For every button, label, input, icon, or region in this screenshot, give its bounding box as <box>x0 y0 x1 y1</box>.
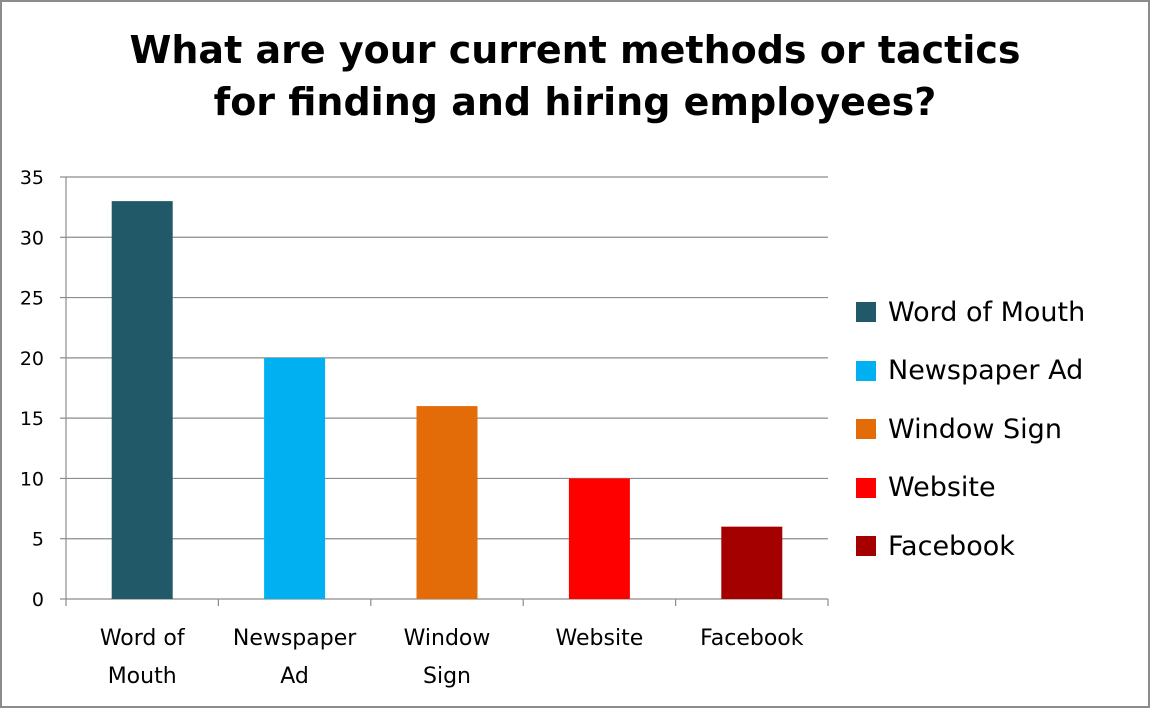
axis-labels: 0 5 10 15 20 25 30 35 Word of Mouth Newspaper Ad Win… <box>20 167 804 689</box>
y-tick-label: 0 <box>32 589 44 611</box>
x-category-label: Newspaper Ad <box>233 626 357 689</box>
legend-item: Window Sign <box>856 409 1085 449</box>
legend-label: Window Sign <box>888 413 1062 445</box>
bar <box>721 526 783 599</box>
bar <box>264 357 326 599</box>
legend-swatch <box>856 477 876 498</box>
y-tick-label: 5 <box>32 529 44 551</box>
bar <box>568 478 630 599</box>
legend-swatch <box>856 536 876 556</box>
x-category-label: Facebook <box>700 626 804 651</box>
y-tick-label: 25 <box>20 288 44 310</box>
legend-swatch <box>856 419 876 439</box>
legend-label: Facebook <box>888 530 1015 562</box>
x-category-label: Website <box>556 626 644 651</box>
legend: Word of Mouth Newspaper Ad Window Sign Webs… <box>856 292 1085 585</box>
bar <box>416 406 478 599</box>
y-tick-label: 20 <box>20 348 44 370</box>
legend-label: Newspaper Ad <box>888 355 1084 386</box>
y-tick-label: 10 <box>20 468 44 490</box>
x-category-label: Word of Mouth <box>100 626 186 689</box>
chart-title: What are your current methods or tactics… <box>0 24 1150 128</box>
bars <box>111 201 783 599</box>
legend-swatch <box>856 302 876 322</box>
x-category-label: Window Sign <box>404 626 491 689</box>
legend-item: Website <box>856 468 1085 508</box>
legend-label: Website <box>888 472 996 503</box>
y-tick-label: 30 <box>20 227 44 249</box>
chart-title-line-2: for finding and hiring employees? <box>213 80 937 124</box>
legend-item: Facebook <box>856 526 1085 566</box>
bar <box>111 201 173 599</box>
chart-title-line-1: What are your current methods or tactics <box>129 28 1021 72</box>
legend-swatch <box>856 360 876 381</box>
legend-label: Word of Mouth <box>888 296 1086 328</box>
y-tick-label: 15 <box>20 408 44 430</box>
y-tick-label: 35 <box>20 167 44 189</box>
legend-item: Word of Mouth <box>856 292 1085 332</box>
legend-item: Newspaper Ad <box>856 351 1085 391</box>
